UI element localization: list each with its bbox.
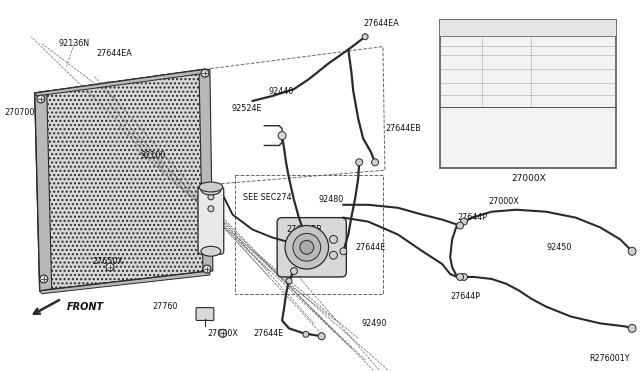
Polygon shape [199, 69, 213, 271]
Circle shape [37, 95, 45, 103]
Polygon shape [35, 91, 52, 291]
Circle shape [461, 273, 467, 280]
Text: 27000X: 27000X [511, 174, 546, 183]
Circle shape [628, 324, 636, 332]
Text: CAPACITY: CAPACITY [449, 48, 473, 53]
Text: 92136N: 92136N [59, 39, 90, 48]
Text: REFRIGERANT: REFRIGERANT [490, 38, 524, 43]
Text: 27644EB: 27644EB [385, 124, 420, 133]
Ellipse shape [201, 185, 221, 195]
Text: GR: GR [502, 73, 510, 78]
Circle shape [219, 329, 227, 337]
Text: Brand: Brand [453, 60, 469, 65]
Circle shape [456, 222, 463, 229]
Circle shape [372, 159, 378, 166]
Bar [440, 20, 616, 168]
Text: 270700: 270700 [4, 108, 35, 117]
Circle shape [340, 248, 347, 255]
Circle shape [300, 240, 314, 254]
Text: PRECAUTION:: PRECAUTION: [511, 119, 546, 124]
Circle shape [208, 194, 214, 200]
Text: FRONT: FRONT [67, 302, 104, 312]
Circle shape [201, 69, 209, 77]
Text: 92524E: 92524E [232, 105, 262, 113]
Bar [440, 20, 616, 36]
Text: 27644E: 27644E [254, 329, 284, 338]
Text: R276001Y: R276001Y [589, 353, 630, 363]
Polygon shape [35, 69, 205, 96]
Ellipse shape [201, 246, 221, 256]
Circle shape [456, 273, 463, 280]
Text: AIR CONDITIONER: AIR CONDITIONER [471, 23, 552, 32]
Circle shape [291, 267, 298, 275]
Text: 27650X: 27650X [207, 329, 238, 338]
Text: NI-00 PA000: NI-00 PA000 [561, 57, 586, 61]
Text: 608 ML (0.4 ml): 608 ML (0.4 ml) [557, 86, 590, 90]
Text: 27000X: 27000X [488, 197, 519, 206]
Text: GR: GR [502, 87, 510, 92]
Circle shape [330, 235, 337, 243]
Bar [235, 175, 383, 294]
Text: CERTIFICATION-LUBRICANT: CERTIFICATION-LUBRICANT [546, 37, 602, 41]
Text: 27644EA: 27644EA [96, 49, 132, 58]
Text: 27644P: 27644P [450, 292, 480, 301]
Circle shape [40, 275, 48, 283]
Circle shape [286, 278, 292, 284]
Text: NISSAN/INFINITI TYPE: NISSAN/INFINITI TYPE [552, 46, 595, 51]
Text: 27644EA: 27644EA [363, 19, 399, 28]
Circle shape [330, 251, 337, 259]
Text: AMOUNT: AMOUNT [450, 99, 472, 103]
Circle shape [285, 225, 328, 269]
Text: 27760: 27760 [152, 302, 177, 311]
Circle shape [628, 247, 636, 255]
Polygon shape [35, 69, 210, 291]
Text: WARNING: WARNING [587, 26, 609, 30]
Text: 92450: 92450 [546, 243, 572, 252]
Text: 92490: 92490 [361, 319, 387, 328]
Text: 92440: 92440 [269, 87, 294, 96]
Text: Type: Type [455, 38, 467, 43]
Text: SERVICE & HIGH VOLTAGE HANDLING DANGER.: SERVICE & HIGH VOLTAGE HANDLING DANGER. [444, 135, 540, 138]
Text: 92100: 92100 [141, 151, 166, 160]
Circle shape [106, 263, 114, 271]
Circle shape [203, 265, 211, 273]
Polygon shape [40, 271, 210, 294]
Text: DO NOT SERVICE OR DUPLICATE REFRIGERANT.: DO NOT SERVICE OR DUPLICATE REFRIGERANT. [444, 128, 541, 132]
Circle shape [461, 218, 467, 225]
FancyBboxPatch shape [277, 218, 346, 277]
Circle shape [278, 132, 286, 140]
Circle shape [303, 331, 308, 337]
Text: SEE SEC274: SEE SEC274 [243, 193, 291, 202]
Circle shape [208, 206, 214, 212]
Text: THIS SYSTEM COMPLIED WITH SAE J-2999.: THIS SYSTEM COMPLIED WITH SAE J-2999. [444, 148, 530, 153]
Circle shape [362, 34, 368, 40]
Ellipse shape [199, 182, 223, 192]
Text: 92480: 92480 [318, 195, 344, 204]
FancyBboxPatch shape [196, 308, 214, 320]
Circle shape [293, 234, 321, 261]
Text: 27644P: 27644P [457, 213, 487, 222]
Text: CAUTION: CAUTION [510, 111, 547, 117]
Text: 27644EB: 27644EB [286, 225, 322, 234]
Text: 888 ML (64.4 oz): 888 ML (64.4 oz) [557, 73, 591, 77]
Text: 27650X: 27650X [93, 257, 124, 266]
Circle shape [318, 333, 325, 340]
FancyBboxPatch shape [198, 187, 224, 254]
Circle shape [356, 159, 363, 166]
Text: 27644E: 27644E [355, 243, 385, 252]
Text: CONSULT SERVICE MANUAL.: CONSULT SERVICE MANUAL. [444, 141, 503, 145]
